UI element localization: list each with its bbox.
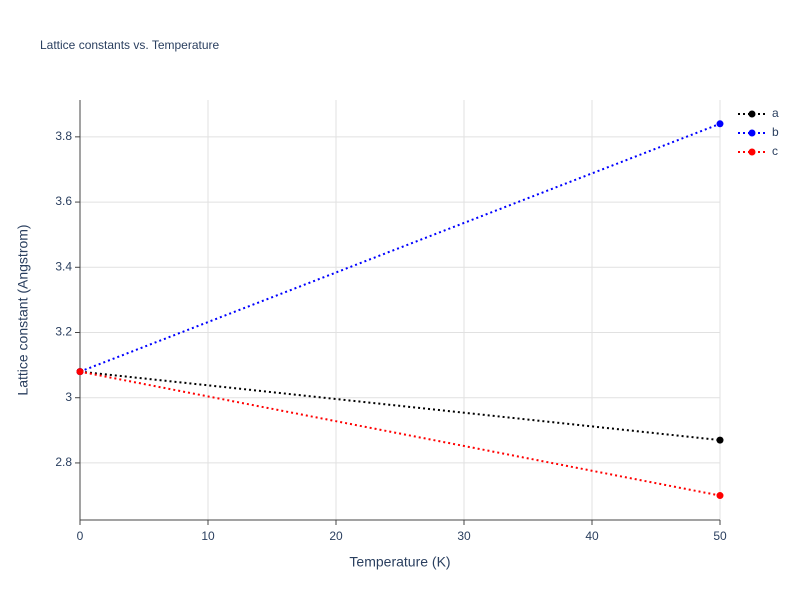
series-line <box>79 370 721 497</box>
data-point <box>716 120 724 128</box>
y-axis-title: Lattice constant (Angstrom) <box>15 224 31 395</box>
y-tick-label: 3 <box>65 390 72 404</box>
x-tick-label: 10 <box>201 529 215 543</box>
x-tick-label: 50 <box>713 529 727 543</box>
legend-marker <box>748 110 756 118</box>
x-tick-label: 20 <box>329 529 343 543</box>
legend-item[interactable]: c <box>738 144 778 158</box>
data-point <box>716 492 724 500</box>
series-line <box>79 122 721 373</box>
data-point <box>716 436 724 444</box>
y-tick-label: 2.8 <box>55 455 72 469</box>
data-point <box>76 368 84 376</box>
legend-marker <box>748 129 756 137</box>
y-tick-label: 3.6 <box>55 194 72 208</box>
legend-marker <box>748 148 756 156</box>
legend-label: b <box>772 125 779 139</box>
legend-item[interactable]: b <box>738 125 779 139</box>
legend-label: a <box>772 106 779 120</box>
x-tick-label: 40 <box>585 529 599 543</box>
y-tick-label: 3.8 <box>55 129 72 143</box>
x-tick-label: 0 <box>77 529 84 543</box>
y-tick-label: 3.4 <box>55 259 72 273</box>
series-line <box>79 370 721 442</box>
y-tick-label: 3.2 <box>55 325 72 339</box>
legend-item[interactable]: a <box>738 106 779 120</box>
x-axis-title: Temperature (K) <box>349 554 450 570</box>
chart-title: Lattice constants vs. Temperature <box>40 38 220 52</box>
x-tick-label: 30 <box>457 529 471 543</box>
legend-label: c <box>772 144 778 158</box>
